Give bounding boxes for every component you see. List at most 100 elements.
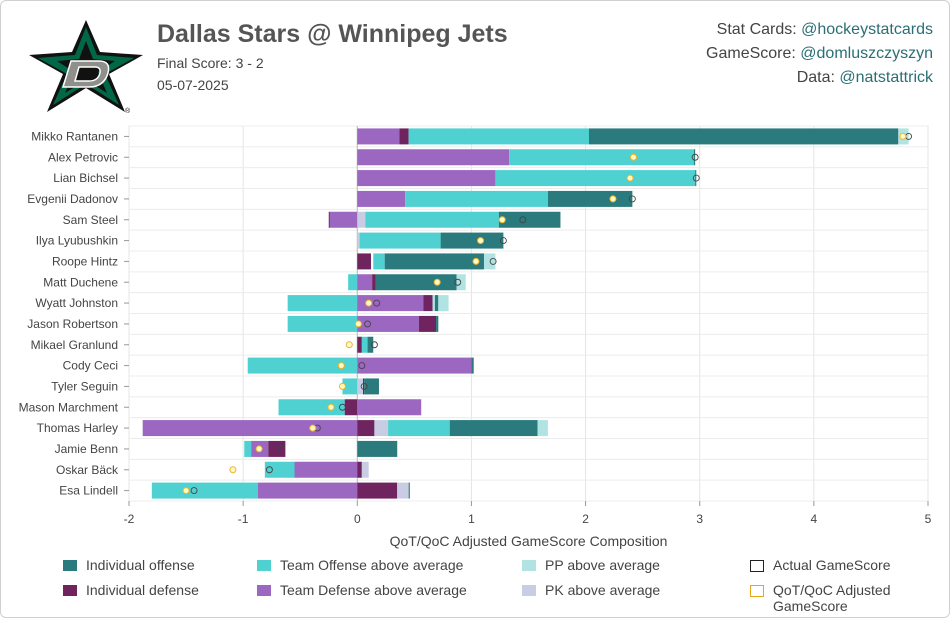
legend-label: Individual offense <box>86 557 195 573</box>
actual-gamescore-marker <box>691 153 699 161</box>
bar-segment-ind-off <box>357 440 398 457</box>
bar-segment-team-off <box>408 128 589 145</box>
bar-segment-team-def <box>357 149 510 166</box>
x-axis-label: QoT/QoC Adjusted GameScore Composition <box>390 533 668 549</box>
bar-segment-pp <box>438 295 449 312</box>
player-label: Mikael Granlund <box>31 338 118 352</box>
x-tick-label: 5 <box>925 512 932 526</box>
adjusted-gamescore-marker <box>630 153 638 161</box>
credit-handle[interactable]: @hockeystatcards <box>801 21 933 38</box>
legend-swatch-team-off <box>257 560 271 571</box>
bar-segment-ind-def <box>418 315 437 332</box>
player-label: Thomas Harley <box>37 421 118 435</box>
actual-gamescore-marker <box>373 299 381 307</box>
actual-gamescore-marker <box>364 320 372 328</box>
credit-label: GameScore: <box>706 45 801 62</box>
bar-segment-ind-off <box>449 420 538 437</box>
bar-segment-team-off <box>361 336 368 353</box>
svg-text:®: ® <box>125 107 131 115</box>
adjusted-gamescore-marker <box>255 445 263 453</box>
bar-segment-team-def <box>357 357 472 374</box>
bar-segment-pk <box>357 211 366 228</box>
legend-swatch-pk <box>522 585 536 596</box>
bar-segment-ind-def <box>357 420 375 437</box>
bar-segment-ind-def <box>357 336 362 353</box>
credit-label: Stat Cards: <box>716 21 802 38</box>
bar-segment-team-off <box>244 440 252 457</box>
bar-segment-team-off <box>373 253 385 270</box>
legend-swatch-ind-def <box>63 585 77 596</box>
adjusted-gamescore-marker <box>309 424 317 432</box>
adjusted-gamescore-marker <box>327 403 335 411</box>
player-label: Wyatt Johnston <box>35 296 118 310</box>
bar-segment-ind-off <box>588 128 899 145</box>
adjusted-gamescore-marker <box>477 237 485 245</box>
actual-gamescore-marker <box>277 445 285 453</box>
bar-segment-ind-off <box>367 336 374 353</box>
credit-gamescore: GameScore: @domluszczyszyn <box>706 42 933 66</box>
actual-gamescore-marker <box>519 216 527 224</box>
bar-segment-ind-def <box>423 295 433 312</box>
bar-segment-pk <box>361 461 369 478</box>
adjusted-gamescore-marker <box>338 382 346 390</box>
adjusted-gamescore-marker <box>626 174 634 182</box>
actual-gamescore-marker <box>370 341 378 349</box>
player-label: Matt Duchene <box>43 275 118 289</box>
bar-segment-ind-off <box>547 190 633 207</box>
bar-segment-team-off <box>365 211 499 228</box>
page-title: Dallas Stars @ Winnipeg Jets <box>157 20 508 48</box>
bar-segment-team-def <box>357 399 422 416</box>
player-label: Ilya Lyubushkin <box>36 234 118 248</box>
x-tick-label: 1 <box>468 512 475 526</box>
adjusted-gamescore-marker <box>472 257 480 265</box>
x-tick-label: 0 <box>354 512 361 526</box>
bar-segment-ind-off <box>375 274 457 291</box>
player-label: Mason Marchment <box>19 400 119 414</box>
actual-gamescore-marker <box>628 195 636 203</box>
adjusted-gamescore-marker <box>433 278 441 286</box>
actual-gamescore-marker <box>489 257 497 265</box>
legend-label: Team Offense above average <box>280 557 464 573</box>
final-score: Final Score: 3 - 2 <box>157 55 264 71</box>
bar-segment-team-def <box>357 274 373 291</box>
actual-gamescore-marker <box>454 278 462 286</box>
adjusted-gamescore-marker <box>354 320 362 328</box>
adjusted-gamescore-marker <box>345 341 353 349</box>
actual-gamescore-marker <box>360 382 368 390</box>
legend-label: Actual GameScore <box>773 557 891 573</box>
bar-segment-team-off <box>495 170 696 187</box>
bar-segment-team-off <box>278 399 345 416</box>
credit-handle[interactable]: @natstattrick <box>839 69 933 86</box>
legend-swatch-adjusted <box>750 585 764 597</box>
player-label: Tyler Seguin <box>51 379 118 393</box>
bar-segment-pp <box>432 295 435 312</box>
actual-gamescore-marker <box>499 237 507 245</box>
bar-segment-team-def <box>357 295 424 312</box>
actual-gamescore-marker <box>190 487 198 495</box>
bar-segment-ind-def <box>372 274 376 291</box>
actual-gamescore-marker <box>338 403 346 411</box>
bar-segment-team-off <box>509 149 695 166</box>
legend-swatch-pp <box>522 560 536 571</box>
x-tick-label: 2 <box>582 512 589 526</box>
bar-segment-team-off <box>247 357 358 374</box>
bar-segment-ind-off <box>408 482 410 499</box>
bar-segment-ind-def <box>399 128 409 145</box>
bar-segment-ind-off <box>694 149 696 166</box>
player-label: Jason Robertson <box>27 317 118 331</box>
bar-segment-ind-off <box>384 253 484 270</box>
credit-handle[interactable]: @domluszczyszyn <box>800 45 933 62</box>
actual-gamescore-marker <box>692 174 700 182</box>
bar-segment-pp <box>537 420 548 437</box>
actual-gamescore-marker <box>265 466 273 474</box>
player-label: Roope Hintz <box>52 254 118 268</box>
bar-segment-team-off <box>388 420 450 437</box>
credit-stat-cards: Stat Cards: @hockeystatcards <box>706 18 933 42</box>
legend-label: Individual defense <box>86 582 199 598</box>
legend-label: PK above average <box>545 582 661 598</box>
bar-segment-ind-off <box>436 315 439 332</box>
credit-data: Data: @natstattrick <box>706 66 933 90</box>
actual-gamescore-marker <box>358 362 366 370</box>
legend-label: PP above average <box>545 557 660 573</box>
bar-segment-ind-off <box>471 357 474 374</box>
